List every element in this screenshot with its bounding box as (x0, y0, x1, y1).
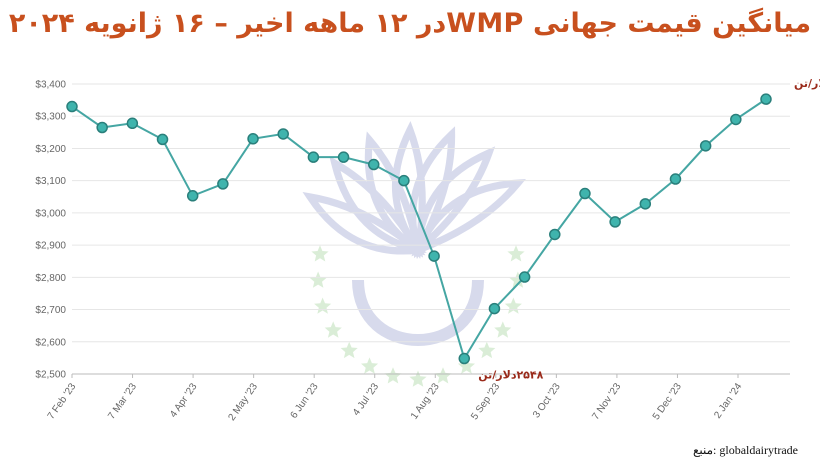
logo-petal (364, 131, 424, 258)
x-tick-label: 7 Feb '23 (46, 381, 79, 422)
annotation-label: ۲۵۴۸دلار/تن (478, 369, 543, 382)
logo-watermark (302, 120, 527, 387)
data-point (549, 228, 561, 241)
data-point (367, 158, 380, 171)
data-point (518, 271, 531, 283)
logo-star (409, 370, 427, 387)
data-point (126, 117, 139, 130)
data-point (488, 302, 501, 315)
logo-petal (411, 178, 526, 257)
y-tick-label: $2,900 (35, 241, 66, 252)
logo-star (384, 367, 402, 384)
x-tick-label: 6 Jun '23 (289, 381, 321, 421)
y-tick-label: $2,600 (35, 337, 66, 348)
chart-title: میانگین قیمت جهانی WMPدر ۱۲ ماهه اخیر – … (8, 8, 812, 39)
data-point (337, 151, 350, 163)
data-point (579, 187, 591, 200)
logo-star (434, 367, 452, 384)
logo-star (507, 245, 525, 262)
y-tick-label: $2,800 (35, 273, 66, 284)
y-axis: $2,500 $2,600 $2,700 $2,800 $2,900 $3,000 $3,1… (35, 80, 66, 381)
y-tick-label: $2,500 (35, 370, 66, 381)
logo-star (311, 245, 329, 262)
logo-star (509, 271, 527, 288)
data-point (277, 128, 289, 140)
logo-star (478, 341, 496, 359)
y-tick-label: $2,700 (35, 305, 66, 316)
data-point (247, 133, 259, 145)
x-tick-label: 5 Sep '23 (469, 381, 502, 422)
logo-petal (391, 120, 426, 259)
data-point (96, 121, 108, 134)
x-tick-label: 4 Jul '23 (351, 381, 381, 418)
x-tick-label: 3 Oct '23 (531, 381, 563, 420)
series-line (71, 98, 767, 361)
data-point (609, 216, 621, 228)
logo-petal (302, 192, 427, 255)
x-tick-label: 2 Jan '24 (712, 381, 744, 421)
data-point (639, 198, 652, 210)
x-tick-label: 2 May '23 (226, 381, 260, 423)
logo-star (324, 321, 342, 338)
data-point (186, 190, 199, 202)
logo-star (314, 297, 332, 314)
series-wmp (66, 93, 772, 365)
logo-star (504, 297, 522, 314)
data-point (307, 151, 320, 163)
y-tick-label: $3,100 (35, 176, 66, 187)
logo-star (309, 271, 327, 288)
y-tick-label: $3,200 (35, 144, 66, 155)
data-point (760, 93, 772, 105)
data-point (428, 250, 440, 262)
logo-star (361, 357, 379, 374)
x-tick-label: 4 Apr '23 (168, 381, 200, 420)
y-tick-label: $3,000 (35, 208, 66, 219)
x-tick-label: 1 Aug '23 (409, 381, 442, 422)
x-tick-label: 5 Dec '23 (651, 381, 684, 422)
data-point (398, 174, 410, 187)
data-point (66, 100, 78, 113)
y-tick-label: $3,400 (35, 80, 66, 91)
logo-cup (352, 279, 484, 346)
data-point (669, 173, 682, 185)
annotations: ۳۳۵۳دلار/تن ۲۵۴۸دلار/تن (478, 77, 820, 381)
data-point (217, 178, 229, 190)
x-tick-label: 7 Mar '23 (106, 381, 139, 422)
logo-star (494, 321, 512, 338)
data-point (458, 352, 471, 365)
logo-petal (409, 126, 456, 260)
x-tick-label: 7 Nov '23 (590, 381, 623, 422)
data-point (730, 113, 742, 126)
annotation-label: ۳۳۵۳دلار/تن (794, 77, 820, 90)
logo-star (340, 341, 358, 359)
logo-petal (413, 146, 496, 259)
data-point (699, 140, 712, 152)
y-tick-label: $3,300 (35, 112, 66, 123)
data-point (156, 133, 169, 146)
source-label: منبع: globaldairytrade (692, 443, 798, 457)
logo-star (457, 357, 475, 374)
logo-petal (329, 156, 426, 256)
